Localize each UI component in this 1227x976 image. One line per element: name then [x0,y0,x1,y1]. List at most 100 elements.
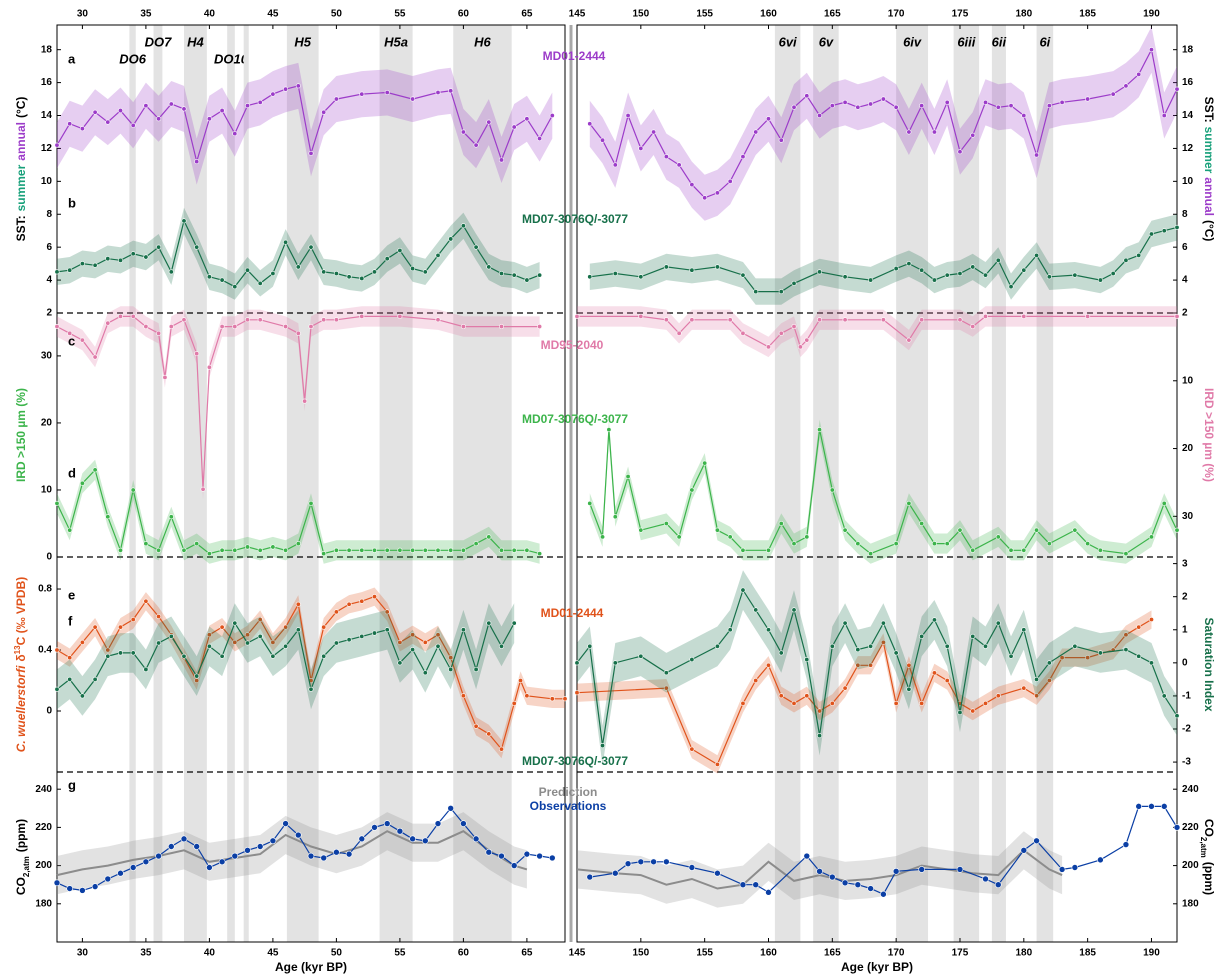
data-point [67,655,73,661]
data-point [105,256,111,262]
data-point [842,620,848,626]
data-point [194,541,200,547]
stadial-band [1036,25,1054,942]
data-point [1097,547,1103,553]
data-point [778,693,784,699]
data-point [410,96,416,102]
data-point [689,317,695,323]
data-point [321,624,327,630]
data-point [1148,231,1154,237]
y-axis-title-part: summer [14,164,28,211]
data-point [162,374,168,380]
data-point [435,643,441,649]
data-point [117,869,124,877]
x-tick-label: 145 [569,9,586,20]
data-point [919,633,925,639]
data-point [308,244,314,250]
data-point [105,119,111,125]
data-point [130,487,136,493]
uncertainty-band [57,603,515,716]
series-label: Prediction [539,785,598,799]
data-point [194,159,200,165]
stadial-label: DO6 [119,51,147,66]
x-tick-label: 180 [1015,948,1032,959]
data-point [245,544,251,550]
data-point [397,660,403,666]
data-point [956,866,964,873]
data-point [524,693,530,699]
data-point [206,274,212,280]
data-point [791,280,797,286]
data-point [1148,534,1154,540]
data-point [765,662,771,668]
plot-frame [576,24,1178,943]
data-point [295,541,301,547]
y-tick-label: 0 [46,706,52,717]
data-point [346,547,352,553]
stadial-band [286,25,319,942]
data-point [1021,267,1027,273]
data-point [143,324,149,330]
data-point [307,852,315,860]
data-point [919,520,925,526]
data-point [435,317,441,323]
x-tick-label: 45 [267,9,279,20]
data-point [67,121,73,127]
y-tick-label: 0.8 [38,584,52,595]
data-point [753,129,759,135]
y-tick-label: 18 [1182,44,1194,55]
data-point [1123,257,1129,263]
data-point [537,272,543,278]
data-point [130,251,136,257]
data-point [333,271,339,277]
series-line [56,807,553,892]
series-line [589,226,1178,293]
stadial-band [379,25,413,942]
data-point [79,337,85,343]
data-point [129,864,137,871]
data-point [346,637,352,643]
stadial-band [227,25,235,942]
data-point [663,858,670,866]
data-point [765,116,771,122]
data-point [308,324,314,330]
data-point [587,121,593,127]
data-point [562,696,568,702]
data-point [53,879,61,887]
data-point [460,820,467,827]
data-point [740,154,746,160]
data-point [995,693,1001,699]
data-point [1046,678,1052,684]
data-point [537,324,543,330]
stadial-label: 6ii [992,34,1007,49]
stadial-label: 6i [1039,34,1050,49]
data-point [270,271,276,277]
data-point [829,700,835,706]
data-point [740,330,746,336]
x-tick-label: 55 [394,948,406,959]
data-point [1085,96,1091,102]
y-axis-title-part: C (‰ VPDB) [14,577,28,646]
data-point [740,587,746,593]
data-point [702,195,708,201]
data-point [524,116,530,122]
data-point [944,272,950,278]
data-point [1021,113,1027,119]
data-point [435,252,441,258]
data-point [829,103,835,109]
data-point [155,852,162,860]
data-point [727,534,733,540]
data-point [994,881,1002,888]
data-point [1085,655,1091,661]
data-point [1148,660,1154,666]
y-axis-title-part: δ [14,654,28,661]
x-tick-label: 60 [458,948,470,959]
stadial-band [184,25,207,942]
stadial-label: DO10 [214,51,249,66]
y-tick-label: 3 [1182,558,1188,569]
uncertainty-band [577,610,1152,774]
data-point [79,480,85,486]
data-point [600,534,606,540]
data-point [957,271,963,277]
